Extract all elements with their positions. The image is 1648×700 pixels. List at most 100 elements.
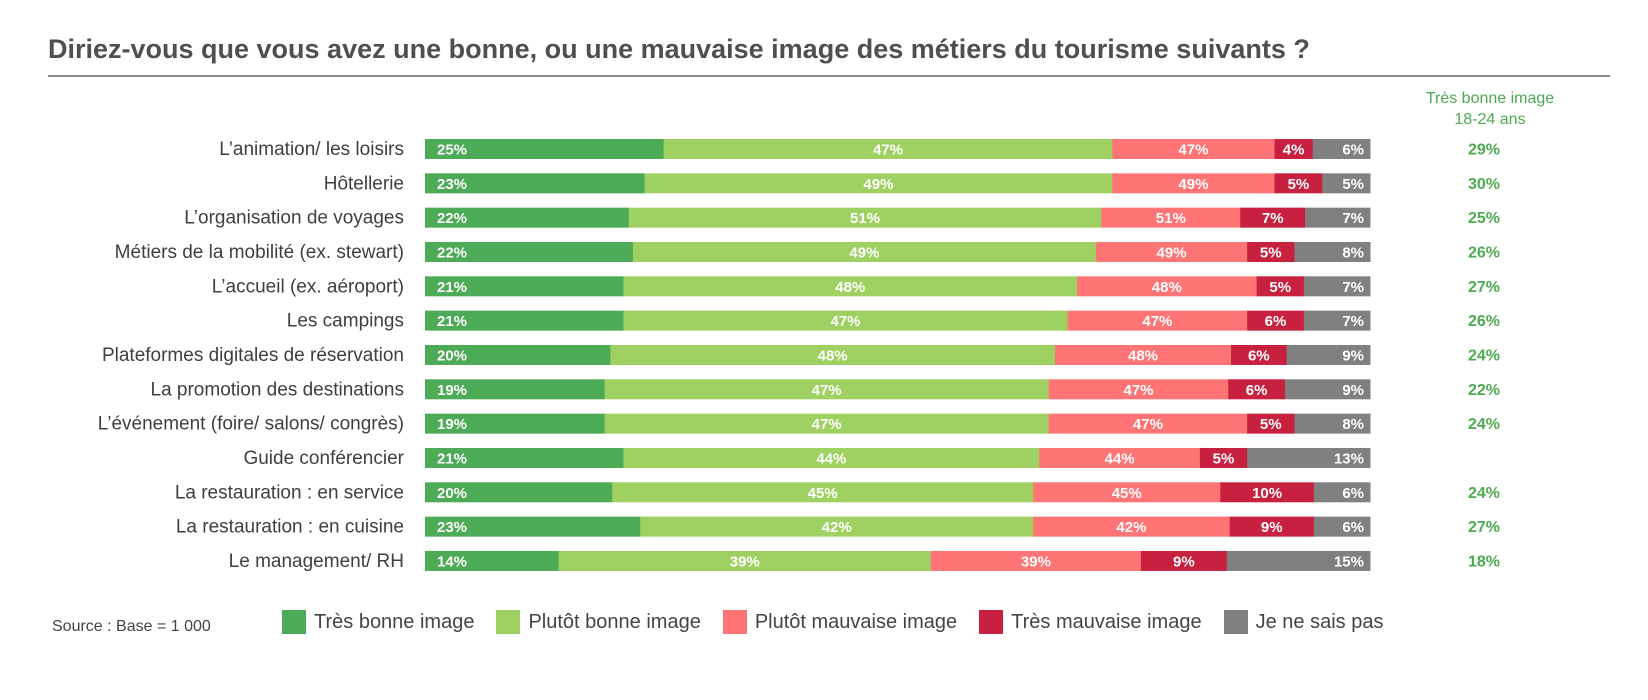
data-label: 4% xyxy=(1283,142,1305,159)
data-label: 42% xyxy=(822,519,852,536)
bar-segment xyxy=(1247,310,1305,331)
source-note: Source : Base = 1 000 xyxy=(52,618,211,635)
bar-segment xyxy=(1313,482,1371,503)
bar-segment xyxy=(1303,310,1371,331)
right-column-value: 29% xyxy=(1468,142,1500,159)
bar-segment xyxy=(1112,139,1276,159)
bar-segment xyxy=(604,413,1050,434)
bar-segment xyxy=(1274,139,1314,159)
bar-segment xyxy=(1284,379,1371,400)
data-label: 9% xyxy=(1342,382,1364,399)
data-label: 13% xyxy=(1334,450,1364,467)
bar-segment xyxy=(1226,550,1371,571)
bar-segment xyxy=(1033,482,1221,503)
data-label: 7% xyxy=(1342,210,1364,227)
bar-segment xyxy=(1294,413,1371,434)
bar-segment xyxy=(425,482,613,503)
category-label: L’animation/ les loisirs xyxy=(219,139,404,160)
bar-segment xyxy=(1247,447,1371,468)
legend-item: Plutôt mauvaise image xyxy=(722,610,957,634)
data-label: 9% xyxy=(1173,553,1195,570)
bar-segment xyxy=(1199,447,1248,468)
data-label: 20% xyxy=(437,485,467,502)
data-label: 6% xyxy=(1246,382,1268,399)
bar-segment xyxy=(1274,173,1323,194)
data-label: 22% xyxy=(437,244,467,261)
data-label: 6% xyxy=(1265,313,1287,330)
bar-segment xyxy=(623,447,1040,468)
data-label: 9% xyxy=(1261,519,1283,536)
bar-segment xyxy=(425,241,634,262)
bar-segment xyxy=(1220,482,1315,503)
bar-segment xyxy=(1286,344,1371,365)
data-label: 5% xyxy=(1260,244,1282,261)
bar-segment xyxy=(425,173,646,194)
right-column-value: 30% xyxy=(1468,176,1500,193)
legend-swatch xyxy=(282,610,306,634)
bar-segment xyxy=(612,482,1034,503)
data-label: 48% xyxy=(835,279,865,296)
data-label: 39% xyxy=(1021,553,1051,570)
right-column-value: 24% xyxy=(1468,416,1500,433)
category-label: Plateformes digitales de réservation xyxy=(102,345,404,366)
bar-segment xyxy=(1140,550,1228,571)
right-column-header-line1: Très bonne image xyxy=(1425,90,1555,107)
bar-segment xyxy=(1322,173,1371,194)
data-label: 44% xyxy=(816,450,846,467)
data-label: 6% xyxy=(1342,485,1364,502)
data-label: 7% xyxy=(1342,313,1364,330)
data-label: 19% xyxy=(437,416,467,433)
category-label: Le management/ RH xyxy=(229,551,404,572)
bar-segment xyxy=(425,310,624,331)
data-label: 8% xyxy=(1342,244,1364,261)
data-label: 45% xyxy=(1112,485,1142,502)
bar-segment xyxy=(1033,516,1231,537)
bar-segment xyxy=(604,379,1050,400)
data-label: 23% xyxy=(437,519,467,536)
category-label: L’organisation de voyages xyxy=(184,208,404,229)
right-column-value: 25% xyxy=(1468,210,1500,227)
data-label: 47% xyxy=(812,382,842,399)
data-label: 47% xyxy=(812,416,842,433)
bar-segment xyxy=(1231,344,1288,365)
data-label: 5% xyxy=(1342,176,1364,193)
bar-segment xyxy=(1077,276,1258,297)
data-label: 44% xyxy=(1105,450,1135,467)
data-label: 23% xyxy=(437,176,467,193)
data-label: 47% xyxy=(1133,416,1163,433)
right-column-value: 24% xyxy=(1468,485,1500,502)
bar-segment xyxy=(1303,276,1371,297)
data-label: 6% xyxy=(1248,347,1270,364)
bar-segment xyxy=(1055,344,1232,365)
bar-segment xyxy=(425,413,606,434)
data-label: 5% xyxy=(1213,450,1235,467)
data-label: 7% xyxy=(1262,210,1284,227)
data-label: 48% xyxy=(818,347,848,364)
category-label: L’événement (foire/ salons/ congrès) xyxy=(98,414,404,435)
bar-segment xyxy=(930,550,1142,571)
bar-segment xyxy=(1048,413,1248,434)
data-label: 47% xyxy=(1178,142,1208,159)
bar-segment xyxy=(425,344,611,365)
data-label: 47% xyxy=(873,142,903,159)
bar-segment xyxy=(425,447,624,468)
legend-label: Plutôt bonne image xyxy=(528,610,701,633)
data-label: 47% xyxy=(1142,313,1172,330)
legend-label: Très bonne image xyxy=(314,610,475,633)
data-label: 39% xyxy=(730,553,760,570)
data-label: 45% xyxy=(808,485,838,502)
legend-item: Très bonne image xyxy=(282,610,474,634)
bar-segment xyxy=(1305,207,1371,228)
category-label: La restauration : en service xyxy=(175,482,404,503)
bar-segment xyxy=(628,207,1102,228)
legend-item: Plutôt bonne image xyxy=(496,610,701,634)
category-label: L’accueil (ex. aéroport) xyxy=(212,276,404,297)
data-label: 14% xyxy=(437,553,467,570)
category-label: Hôtellerie xyxy=(324,173,404,194)
data-label: 51% xyxy=(850,210,880,227)
bar-segment xyxy=(1256,276,1305,297)
right-column-value: 27% xyxy=(1468,519,1500,536)
bar-segment xyxy=(663,139,1113,159)
data-label: 6% xyxy=(1342,142,1364,159)
bar-segment xyxy=(1247,413,1295,434)
